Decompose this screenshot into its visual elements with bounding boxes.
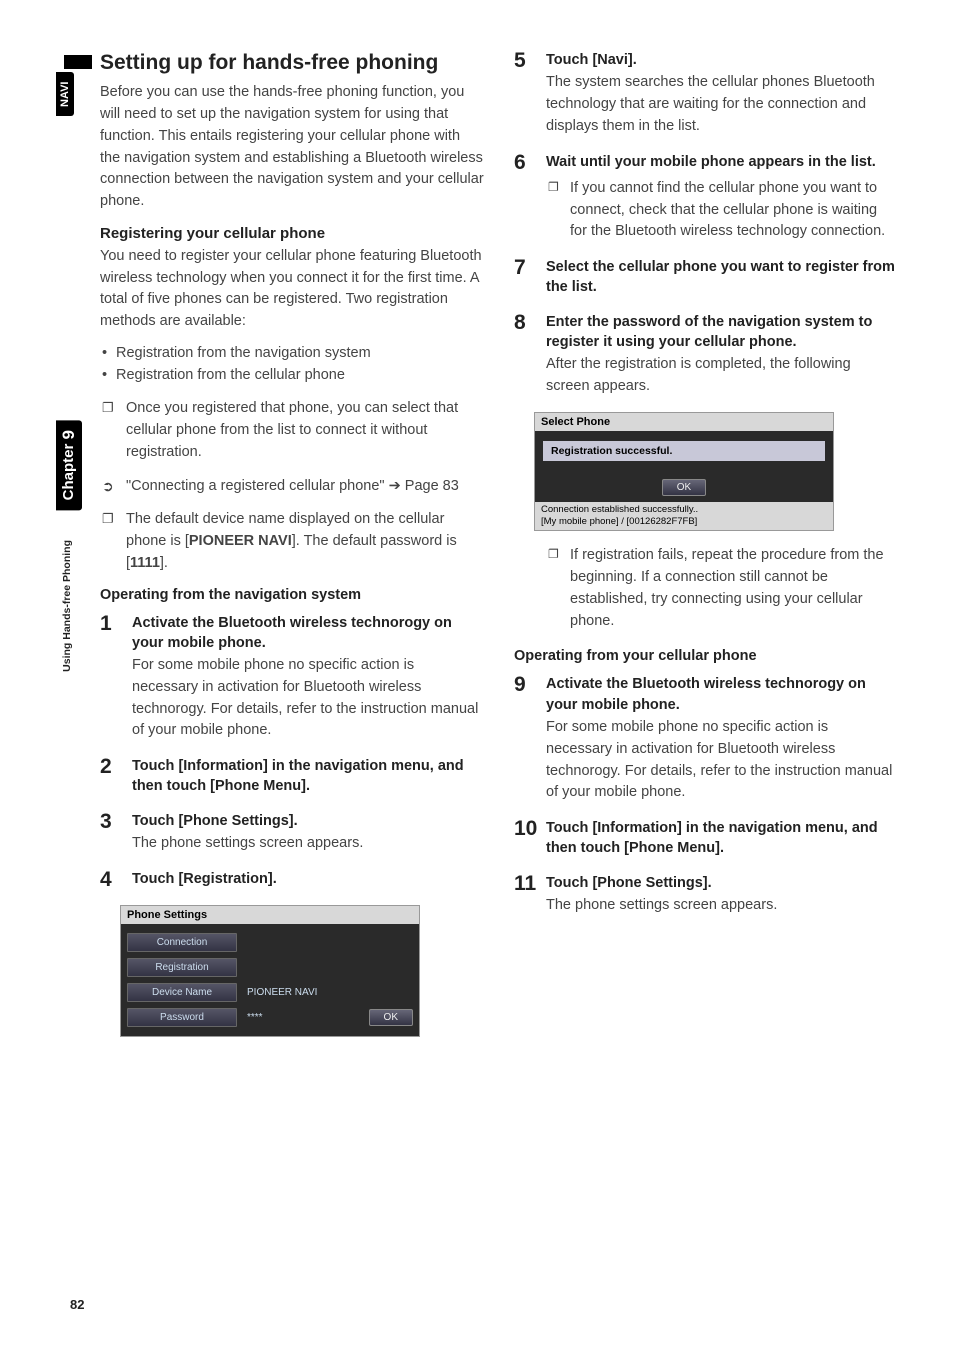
step-text: The phone settings screen appears. (546, 895, 898, 917)
tab-navi: NAVI (56, 72, 74, 116)
note-text: ]. (160, 555, 168, 571)
step-title: Enter the password of the navigation sys… (546, 312, 898, 353)
step-number: 7 (514, 257, 536, 298)
side-section-label: Using Hands-free Phoning (61, 540, 73, 672)
step-text: For some mobile phone no specific action… (132, 655, 484, 742)
step-text: After the registration is completed, the… (546, 354, 898, 398)
step-text: The system searches the cellular phones … (546, 72, 898, 137)
bullet-item: Registration from the cellular phone (100, 365, 484, 387)
sub-heading-registering: Registering your cellular phone (100, 225, 484, 242)
step-2: 2 Touch [Information] in the navigation … (100, 756, 484, 797)
step-number: 11 (514, 873, 536, 917)
note: Once you registered that phone, you can … (100, 398, 484, 463)
step-6: 6 Wait until your mobile phone appears i… (514, 152, 898, 244)
chapter-number: 9 (59, 430, 78, 439)
step-title: Activate the Bluetooth wireless technoro… (132, 613, 484, 654)
screenshot-button: Connection (127, 933, 237, 952)
operating-heading-phone: Operating from your cellular phone (514, 648, 898, 664)
step-3: 3 Touch [Phone Settings]. The phone sett… (100, 811, 484, 855)
step-title: Touch [Phone Settings]. (546, 873, 898, 893)
step-text: The phone settings screen appears. (132, 833, 484, 855)
device-name-value: PIONEER NAVI (189, 533, 292, 549)
step-number: 3 (100, 811, 122, 855)
side-tabs: NAVI Chapter 9 Using Hands-free Phoning (56, 50, 78, 1260)
sub-body: You need to register your cellular phone… (100, 246, 484, 333)
step-number: 4 (100, 869, 122, 891)
step-number: 9 (514, 674, 536, 804)
registration-methods: Registration from the navigation system … (100, 343, 484, 387)
step-8: 8 Enter the password of the navigation s… (514, 312, 898, 398)
step-title: Touch [Phone Settings]. (132, 811, 484, 831)
step-number: 10 (514, 818, 536, 859)
step-number: 2 (100, 756, 122, 797)
step-title: Activate the Bluetooth wireless technoro… (546, 674, 898, 715)
step-text: For some mobile phone no specific action… (546, 717, 898, 804)
step-4: 4 Touch [Registration]. (100, 869, 484, 891)
step-number: 1 (100, 613, 122, 743)
tab-chapter: Chapter 9 (56, 420, 82, 510)
screenshot-button: Device Name (127, 983, 237, 1002)
phone-settings-screenshot: Phone Settings Connection Registration D… (120, 905, 420, 1037)
step-title: Touch [Information] in the navigation me… (132, 756, 484, 797)
screenshot-status: Connection established successfully.. (541, 504, 827, 516)
screenshot-message: Registration successful. (543, 441, 825, 461)
note-default-device: The default device name displayed on the… (100, 509, 484, 574)
screenshot-value: PIONEER NAVI (247, 987, 317, 998)
screenshot-ok-button: OK (369, 1009, 413, 1026)
screenshot-button: Registration (127, 958, 237, 977)
screenshot-title: Phone Settings (121, 906, 419, 924)
step-10: 10 Touch [Information] in the navigation… (514, 818, 898, 859)
screenshot-value: **** (247, 1012, 263, 1023)
step-title: Wait until your mobile phone appears in … (546, 152, 898, 172)
select-phone-screenshot: Select Phone Registration successful. OK… (534, 412, 834, 532)
step-note: If registration fails, repeat the proced… (546, 545, 898, 632)
step-title: Select the cellular phone you want to re… (546, 257, 898, 298)
step-5: 5 Touch [Navi]. The system searches the … (514, 50, 898, 138)
screenshot-title: Select Phone (535, 413, 833, 431)
page-number: 82 (70, 1297, 84, 1312)
step-number: 8 (514, 312, 536, 398)
intro-paragraph: Before you can use the hands-free phonin… (100, 82, 484, 213)
xref-note: "Connecting a registered cellular phone"… (100, 476, 484, 498)
screenshot-button: Password (127, 1008, 237, 1027)
step-1: 1 Activate the Bluetooth wireless techno… (100, 613, 484, 743)
step-11: 11 Touch [Phone Settings]. The phone set… (514, 873, 898, 917)
step-9: 9 Activate the Bluetooth wireless techno… (514, 674, 898, 804)
step-title: Touch [Registration]. (132, 869, 484, 889)
step-title: Touch [Information] in the navigation me… (546, 818, 898, 859)
screenshot-status: [My mobile phone] / [00126282F7FB] (541, 516, 827, 528)
operating-heading-nav: Operating from the navigation system (100, 587, 484, 603)
step-7: 7 Select the cellular phone you want to … (514, 257, 898, 298)
step-number: 6 (514, 152, 536, 244)
screenshot-ok-button: OK (662, 479, 706, 496)
step-number: 5 (514, 50, 536, 138)
step-title: Touch [Navi]. (546, 50, 898, 70)
password-value: 1111 (130, 555, 160, 571)
section-title: Setting up for hands-free phoning (100, 50, 484, 76)
step-note: If you cannot find the cellular phone yo… (546, 178, 898, 243)
chapter-label: Chapter (60, 444, 77, 501)
bullet-item: Registration from the navigation system (100, 343, 484, 365)
